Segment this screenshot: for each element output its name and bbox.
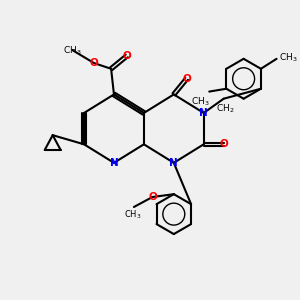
- Text: O: O: [122, 51, 131, 61]
- Text: O: O: [148, 192, 157, 202]
- Text: N: N: [169, 158, 178, 168]
- Text: CH$_2$: CH$_2$: [216, 102, 234, 115]
- Text: N: N: [199, 108, 208, 118]
- Text: CH$_3$: CH$_3$: [63, 44, 82, 56]
- Text: O: O: [219, 139, 228, 149]
- Text: O: O: [182, 74, 191, 84]
- Text: O: O: [90, 58, 98, 68]
- Text: CH$_3$: CH$_3$: [190, 96, 209, 108]
- Text: CH$_3$: CH$_3$: [124, 208, 141, 221]
- Text: N: N: [110, 158, 118, 168]
- Text: CH$_3$: CH$_3$: [279, 51, 298, 64]
